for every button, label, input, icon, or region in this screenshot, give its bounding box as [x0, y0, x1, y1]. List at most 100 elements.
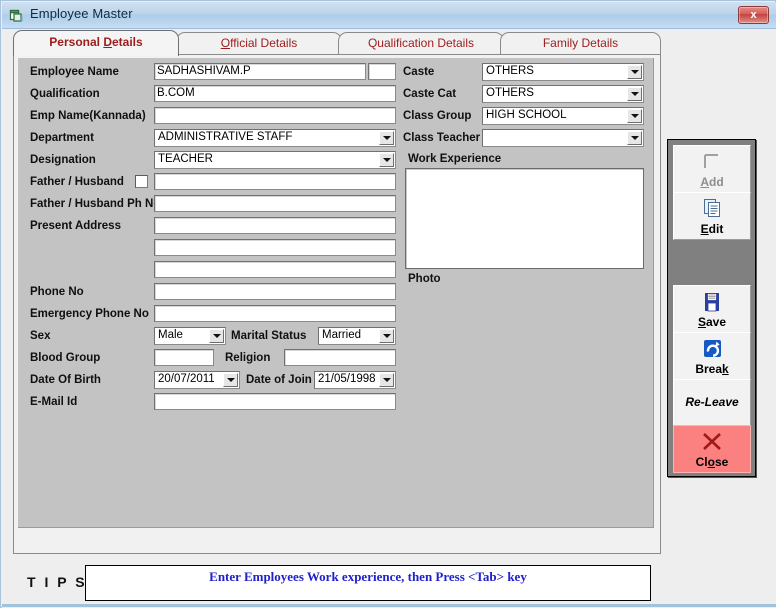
tips-label: T I P S	[27, 574, 88, 590]
caste-value: OTHERS	[486, 65, 534, 77]
save-button[interactable]: Save	[673, 285, 751, 333]
father-husband-checkbox[interactable]	[135, 175, 148, 188]
date-of-birth-picker[interactable]: 20/07/2011	[154, 371, 240, 389]
window-close-button[interactable]: x	[738, 6, 769, 24]
emp-name-kannada-input[interactable]	[154, 107, 396, 124]
chevron-down-icon[interactable]	[379, 373, 394, 387]
tab-strip: Personal Details Official Details Qualif…	[13, 30, 661, 56]
tab-personal-details-label: Personal Details	[49, 35, 143, 49]
window-form-icon	[9, 8, 25, 24]
chevron-down-icon[interactable]	[627, 65, 642, 79]
client-area: Personal Details Official Details Qualif…	[2, 29, 776, 608]
present-address-line3-input[interactable]	[154, 261, 396, 278]
label-date-of-birth: Date Of Birth	[30, 374, 101, 386]
employee-name-code-input[interactable]	[368, 63, 396, 80]
label-phone-no: Phone No	[30, 286, 84, 298]
tab-official-details[interactable]: Official Details	[176, 32, 342, 55]
label-father-husband-ph-no: Father / Husband Ph No	[30, 198, 161, 210]
employee-name-input[interactable]: SADHASHIVAM.P	[154, 63, 366, 80]
photo-placeholder[interactable]	[405, 288, 644, 518]
edit-button[interactable]: Edit	[673, 192, 751, 240]
label-sex: Sex	[30, 330, 51, 342]
chevron-down-icon[interactable]	[627, 131, 642, 145]
chevron-down-icon[interactable]	[627, 109, 642, 123]
caste-cat-value: OTHERS	[486, 87, 534, 99]
class-group-combo[interactable]: HIGH SCHOOL	[482, 107, 644, 125]
department-combo[interactable]: ADMINISTRATIVE STAFF	[154, 129, 396, 147]
label-caste: Caste	[403, 66, 435, 78]
label-emergency-phone-no: Emergency Phone No	[30, 308, 149, 320]
tips-message: Enter Employees Work experience, then Pr…	[85, 565, 651, 601]
label-class-group: Class Group	[403, 110, 472, 122]
phone-no-input[interactable]	[154, 283, 396, 300]
emergency-phone-no-input[interactable]	[154, 305, 396, 322]
chevron-down-icon[interactable]	[223, 373, 238, 387]
class-group-value: HIGH SCHOOL	[486, 109, 567, 121]
designation-combo[interactable]: TEACHER	[154, 151, 396, 169]
window-title: Employee Master	[30, 6, 133, 21]
tips-bar: T I P S Enter Employees Work experience,…	[13, 565, 661, 601]
close-x-icon	[674, 429, 750, 455]
tab-page-personal-details: Employee Name Qualification Emp Name(Kan…	[13, 54, 661, 554]
close-button-label: Close	[695, 455, 729, 469]
personal-details-form-panel: Employee Name Qualification Emp Name(Kan…	[18, 58, 654, 528]
date-of-birth-value: 20/07/2011	[158, 373, 215, 385]
tab-personal-details[interactable]: Personal Details	[13, 30, 179, 56]
designation-value: TEACHER	[158, 153, 213, 165]
break-button[interactable]: Break	[673, 332, 751, 380]
tab-family-details[interactable]: Family Details	[500, 32, 661, 55]
tab-qualification-details[interactable]: Qualification Details	[338, 32, 504, 55]
chevron-down-icon[interactable]	[379, 329, 394, 343]
class-teacher-combo[interactable]	[482, 129, 644, 147]
present-address-line1-input[interactable]	[154, 217, 396, 234]
tab-official-details-label: Official Details	[220, 36, 298, 50]
label-employee-name: Employee Name	[30, 66, 119, 78]
floppy-save-icon	[674, 289, 750, 315]
label-emp-name-kannada: Emp Name(Kannada)	[30, 110, 146, 122]
add-icon	[674, 149, 750, 175]
department-value: ADMINISTRATIVE STAFF	[158, 131, 293, 143]
date-of-join-picker[interactable]: 21/05/1998	[314, 371, 396, 389]
present-address-line2-input[interactable]	[154, 239, 396, 256]
tab-qualification-details-label: Qualification Details	[367, 36, 475, 50]
title-bar: Employee Master x	[2, 2, 776, 29]
action-button-rail: Add Edit	[667, 139, 756, 477]
religion-input[interactable]	[284, 349, 396, 366]
label-caste-cat: Caste Cat	[403, 88, 457, 100]
close-button[interactable]: Close	[673, 425, 751, 473]
chevron-down-icon[interactable]	[209, 329, 224, 343]
chevron-down-icon[interactable]	[627, 87, 642, 101]
marital-status-value: Married	[322, 329, 361, 341]
re-leave-button[interactable]: Re-Leave	[673, 379, 751, 426]
label-date-of-join: Date of Join	[246, 374, 312, 386]
father-husband-input[interactable]	[154, 173, 396, 190]
chevron-down-icon[interactable]	[379, 131, 394, 145]
father-husband-ph-no-input[interactable]	[154, 195, 396, 212]
qualification-input[interactable]: B.COM	[154, 85, 396, 102]
label-work-experience: Work Experience	[408, 153, 502, 165]
label-qualification: Qualification	[30, 88, 100, 100]
save-button-label: Save	[697, 315, 727, 329]
break-button-label: Break	[695, 362, 729, 376]
label-department: Department	[30, 132, 94, 144]
add-button[interactable]: Add	[673, 145, 751, 193]
tab-family-details-label: Family Details	[542, 36, 619, 50]
caste-combo[interactable]: OTHERS	[482, 63, 644, 81]
blood-group-input[interactable]	[154, 349, 214, 366]
email-id-input[interactable]	[154, 393, 396, 410]
work-experience-textarea[interactable]	[405, 168, 644, 269]
label-blood-group: Blood Group	[30, 352, 101, 364]
label-father-husband: Father / Husband	[30, 176, 124, 188]
sex-combo[interactable]: Male	[154, 327, 226, 345]
chevron-down-icon[interactable]	[379, 153, 394, 167]
date-of-join-value: 21/05/1998	[318, 373, 376, 385]
label-class-teacher: Class Teacher	[403, 132, 481, 144]
re-leave-button-label: Re-Leave	[685, 395, 739, 409]
caste-cat-combo[interactable]: OTHERS	[482, 85, 644, 103]
sex-value: Male	[158, 329, 183, 341]
edit-copy-icon	[674, 196, 750, 222]
label-present-address: Present Address	[30, 220, 121, 232]
marital-status-combo[interactable]: Married	[318, 327, 396, 345]
window-bottom-accent	[2, 604, 776, 607]
edit-button-label: Edit	[700, 222, 724, 236]
